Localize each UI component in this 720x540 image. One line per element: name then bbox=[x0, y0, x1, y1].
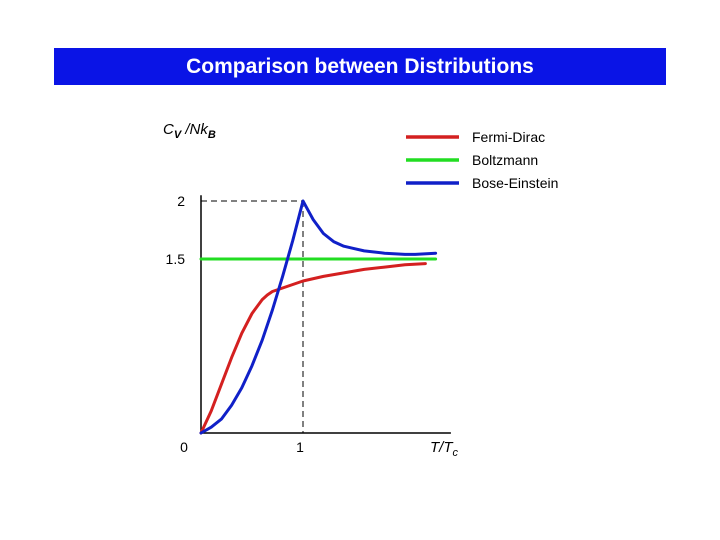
x-axis-label-main: T/T bbox=[430, 439, 454, 456]
series-line-fermi-dirac bbox=[199, 262, 427, 435]
y-tick-label: 2 bbox=[177, 193, 185, 209]
legend-label: Fermi-Dirac bbox=[472, 129, 545, 145]
legend-label: Boltzmann bbox=[472, 152, 538, 168]
y-axis-label: CV /NkB bbox=[163, 121, 216, 141]
legend-label: Bose-Einstein bbox=[472, 175, 558, 191]
y-axis-label-main: C bbox=[163, 121, 174, 138]
legend: Fermi-Dirac Boltzmann Bose-Einstein bbox=[406, 129, 558, 191]
y-tick-label: 1.5 bbox=[166, 251, 186, 267]
reference-lines bbox=[201, 200, 304, 433]
y-axis-label-sub2: B bbox=[208, 129, 216, 141]
chart-title: Comparison between Distributions bbox=[54, 48, 666, 85]
x-tick-label: 1 bbox=[296, 439, 304, 455]
x-axis-label: T/Tc bbox=[430, 439, 459, 459]
y-axis-label-mid: /Nk bbox=[181, 121, 209, 138]
x-axis-label-sub: c bbox=[453, 447, 459, 459]
axes bbox=[200, 195, 451, 434]
series-layer bbox=[199, 199, 438, 435]
x-tick-label: 0 bbox=[180, 439, 188, 455]
tick-labels: 0 11.52 bbox=[166, 193, 305, 455]
series-line-bose-einstein bbox=[199, 199, 438, 435]
y-axis-label-sub1: V bbox=[174, 129, 183, 141]
